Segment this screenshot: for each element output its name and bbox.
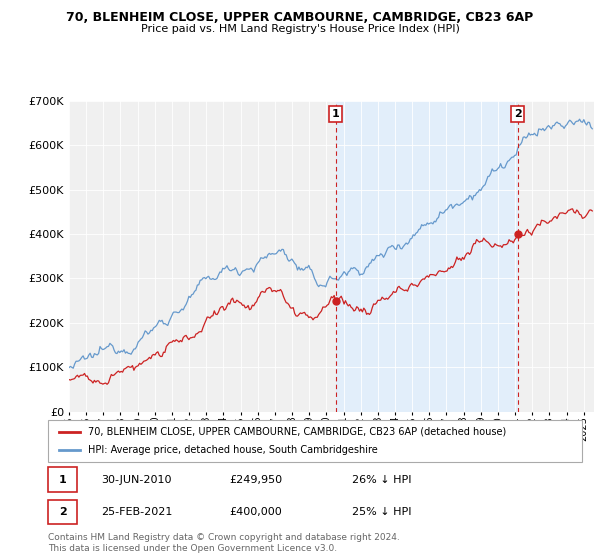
Text: £400,000: £400,000 [230,507,283,517]
Text: 2: 2 [514,109,521,119]
Text: 25% ↓ HPI: 25% ↓ HPI [352,507,412,517]
Bar [335,101,518,412]
Text: 70, BLENHEIM CLOSE, UPPER CAMBOURNE, CAMBRIDGE, CB23 6AP (detached house): 70, BLENHEIM CLOSE, UPPER CAMBOURNE, CAM… [88,427,506,437]
Text: 26% ↓ HPI: 26% ↓ HPI [352,475,412,484]
Text: 1: 1 [59,475,67,484]
Text: 2: 2 [59,507,67,517]
Text: 70, BLENHEIM CLOSE, UPPER CAMBOURNE, CAMBRIDGE, CB23 6AP: 70, BLENHEIM CLOSE, UPPER CAMBOURNE, CAM… [67,11,533,24]
Bar [48,468,77,492]
Bar [48,500,77,524]
Text: Price paid vs. HM Land Registry's House Price Index (HPI): Price paid vs. HM Land Registry's House … [140,24,460,34]
Text: Contains HM Land Registry data © Crown copyright and database right 2024.
This d: Contains HM Land Registry data © Crown c… [48,533,400,553]
Text: 30-JUN-2010: 30-JUN-2010 [101,475,172,484]
Text: HPI: Average price, detached house, South Cambridgeshire: HPI: Average price, detached house, Sout… [88,445,378,455]
Text: £249,950: £249,950 [230,475,283,484]
Text: 1: 1 [332,109,340,119]
Text: 25-FEB-2021: 25-FEB-2021 [101,507,173,517]
